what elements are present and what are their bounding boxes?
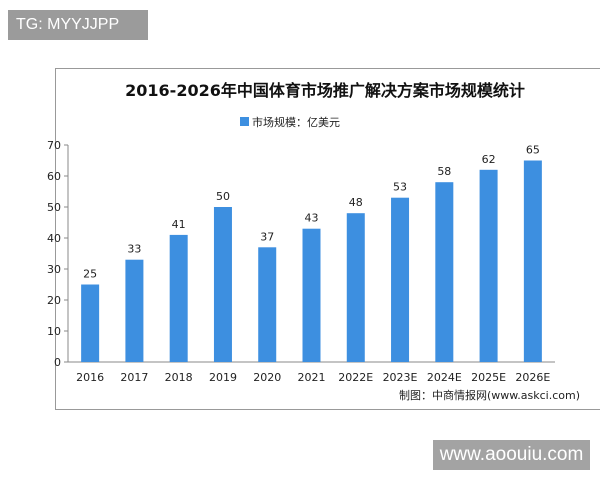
x-tick-label: 2021 bbox=[298, 371, 326, 384]
data-label: 50 bbox=[216, 190, 230, 203]
y-tick-label: 0 bbox=[54, 356, 61, 369]
bar-2016 bbox=[81, 284, 100, 362]
x-tick-label: 2025E bbox=[471, 371, 506, 384]
tag-label: TG: MYYJJPP bbox=[8, 10, 148, 40]
data-label: 48 bbox=[349, 196, 363, 209]
bar-2017 bbox=[125, 259, 144, 362]
y-tick-label: 20 bbox=[47, 294, 61, 307]
x-tick-label: 2026E bbox=[515, 371, 550, 384]
data-label: 65 bbox=[526, 144, 540, 157]
x-tick-label: 2019 bbox=[209, 371, 237, 384]
bar-2025E bbox=[479, 169, 498, 362]
data-label: 25 bbox=[83, 268, 97, 281]
x-tick-label: 2016 bbox=[76, 371, 104, 384]
x-tick-label: 2024E bbox=[427, 371, 462, 384]
chart-frame bbox=[55, 68, 600, 410]
site-watermark: www.aoouiu.com bbox=[433, 440, 590, 470]
y-tick-label: 50 bbox=[47, 201, 61, 214]
bar-2026E bbox=[523, 160, 542, 362]
legend-swatch bbox=[240, 117, 249, 126]
x-tick-label: 2023E bbox=[383, 371, 418, 384]
data-label: 58 bbox=[437, 165, 451, 178]
x-tick-label: 2020 bbox=[253, 371, 281, 384]
data-label: 43 bbox=[305, 212, 319, 225]
bar-2020 bbox=[258, 247, 277, 362]
y-tick-label: 10 bbox=[47, 325, 61, 338]
legend-label: 市场规模：亿美元 bbox=[252, 115, 340, 129]
y-tick-label: 40 bbox=[47, 232, 61, 245]
x-tick-label: 2018 bbox=[165, 371, 193, 384]
source-note: 制图：中商情报网(www.askci.com) bbox=[399, 388, 580, 402]
x-tick-label: 2022E bbox=[338, 371, 373, 384]
y-tick-label: 30 bbox=[47, 263, 61, 276]
bar-2023E bbox=[391, 197, 410, 362]
data-label: 37 bbox=[260, 230, 274, 243]
data-label: 53 bbox=[393, 181, 407, 194]
bar-2019 bbox=[213, 207, 232, 362]
data-label: 33 bbox=[127, 243, 141, 256]
data-label: 62 bbox=[482, 153, 496, 166]
bar-2024E bbox=[435, 182, 454, 362]
x-tick-label: 2017 bbox=[120, 371, 148, 384]
bar-2018 bbox=[169, 234, 188, 362]
data-label: 41 bbox=[172, 218, 186, 231]
y-tick-label: 60 bbox=[47, 170, 61, 183]
chart-title: 2016-2026年中国体育市场推广解决方案市场规模统计 bbox=[125, 81, 525, 100]
bar-2021 bbox=[302, 228, 321, 362]
y-tick-label: 70 bbox=[47, 139, 61, 152]
bar-2022E bbox=[346, 213, 365, 362]
